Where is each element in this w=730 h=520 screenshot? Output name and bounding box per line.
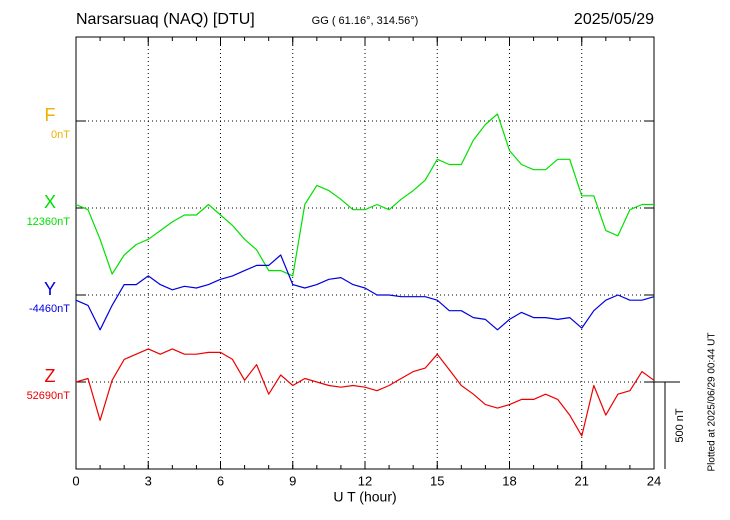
x-tick-label: 6 — [217, 473, 224, 488]
channel-name: Y — [44, 279, 56, 299]
x-tick-label: 24 — [647, 473, 661, 488]
channel-baseline: 12360nT — [27, 216, 71, 228]
x-tick-label: 18 — [502, 473, 516, 488]
channel-baseline: 0nT — [51, 129, 70, 141]
trace-line — [75, 254, 655, 331]
channel-name: X — [44, 192, 56, 212]
footnote: Plotted at 2025/06/29 00:44 UT — [707, 333, 718, 472]
x-tick-label: 15 — [430, 473, 444, 488]
chart-subtitle: GG ( 61.16°, 314.56°) — [312, 15, 419, 27]
channel-name: F — [45, 105, 56, 125]
x-tick-label: 9 — [289, 473, 296, 488]
x-axis-label: U T (hour) — [333, 489, 396, 505]
trace-line — [75, 348, 655, 437]
channel-name: Z — [45, 366, 56, 386]
chart-title: Narsarsuaq (NAQ) [DTU] — [76, 11, 255, 28]
channel-baseline: -4460nT — [29, 303, 70, 315]
chart-date: 2025/05/29 — [574, 11, 654, 28]
channel-baseline: 52690nT — [27, 390, 71, 402]
scale-bar-label: 500 nT — [674, 408, 686, 443]
x-tick-label: 21 — [575, 473, 589, 488]
x-tick-label: 12 — [358, 473, 372, 488]
x-tick-label: 0 — [72, 473, 79, 488]
x-tick-label: 3 — [145, 473, 152, 488]
trace-line — [75, 113, 654, 277]
